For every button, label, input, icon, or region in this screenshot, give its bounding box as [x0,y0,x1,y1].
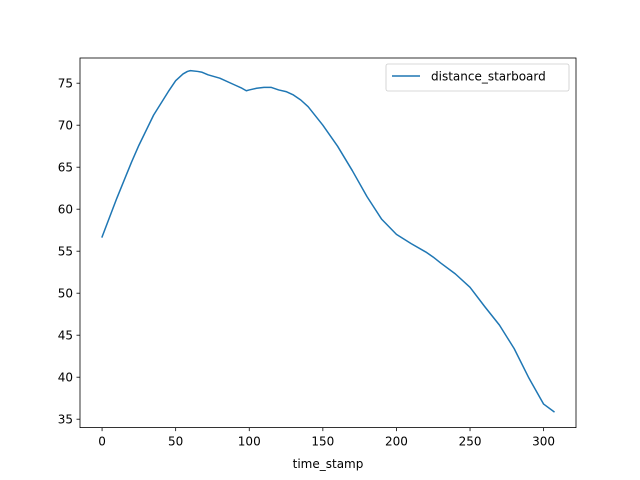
y-tick-label: 65 [58,161,73,175]
x-axis-ticks: 0 50 100 150 200 250 300 [98,427,555,449]
x-tick-label: 0 [98,435,106,449]
legend: distance_starboard [385,63,570,92]
y-tick-label: 45 [58,329,73,343]
y-tick-label: 35 [58,413,73,427]
y-tick-label: 40 [58,371,73,385]
x-axis-label: time_stamp [293,457,364,471]
x-tick-label: 100 [238,435,261,449]
legend-box [385,63,570,92]
series-layer [101,69,555,413]
y-tick-label: 50 [58,287,73,301]
y-tick-label: 70 [58,119,73,133]
x-tick-label: 250 [459,435,482,449]
y-tick-label: 55 [58,245,73,259]
x-tick-label: 200 [385,435,408,449]
x-tick-label: 50 [168,435,183,449]
y-tick-label: 75 [58,77,73,91]
y-tick-label: 60 [58,203,73,217]
y-axis-ticks: 35 40 45 50 55 60 65 70 75 [58,77,80,427]
series-line-distance-starboard [101,69,555,413]
legend-label-distance-starboard: distance_starboard [431,70,546,84]
x-tick-label: 150 [311,435,334,449]
plot-area [79,57,577,429]
axes-frame [79,57,577,429]
x-tick-label: 300 [532,435,555,449]
